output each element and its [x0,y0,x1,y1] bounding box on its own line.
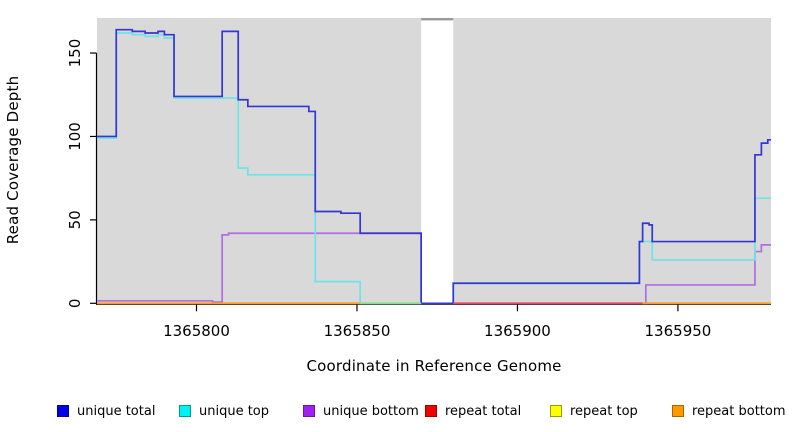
x-tick-label: 1365950 [645,322,712,340]
x-tick-label: 1365900 [484,322,551,340]
y-axis-title: Read Coverage Depth [4,75,22,245]
y-tick-label: 0 [66,299,84,309]
x-axis-title: Coordinate in Reference Genome [306,357,562,375]
x-tick-label: 1365850 [324,322,391,340]
y-tick-label: 150 [66,39,84,68]
no-data-gap-band [421,18,454,304]
y-tick-label: 100 [66,122,84,151]
gap-top-bar [421,18,454,21]
x-tick-label: 1365800 [163,322,230,340]
series-line-unique-total [97,28,771,305]
y-tick-label: 50 [66,210,84,229]
